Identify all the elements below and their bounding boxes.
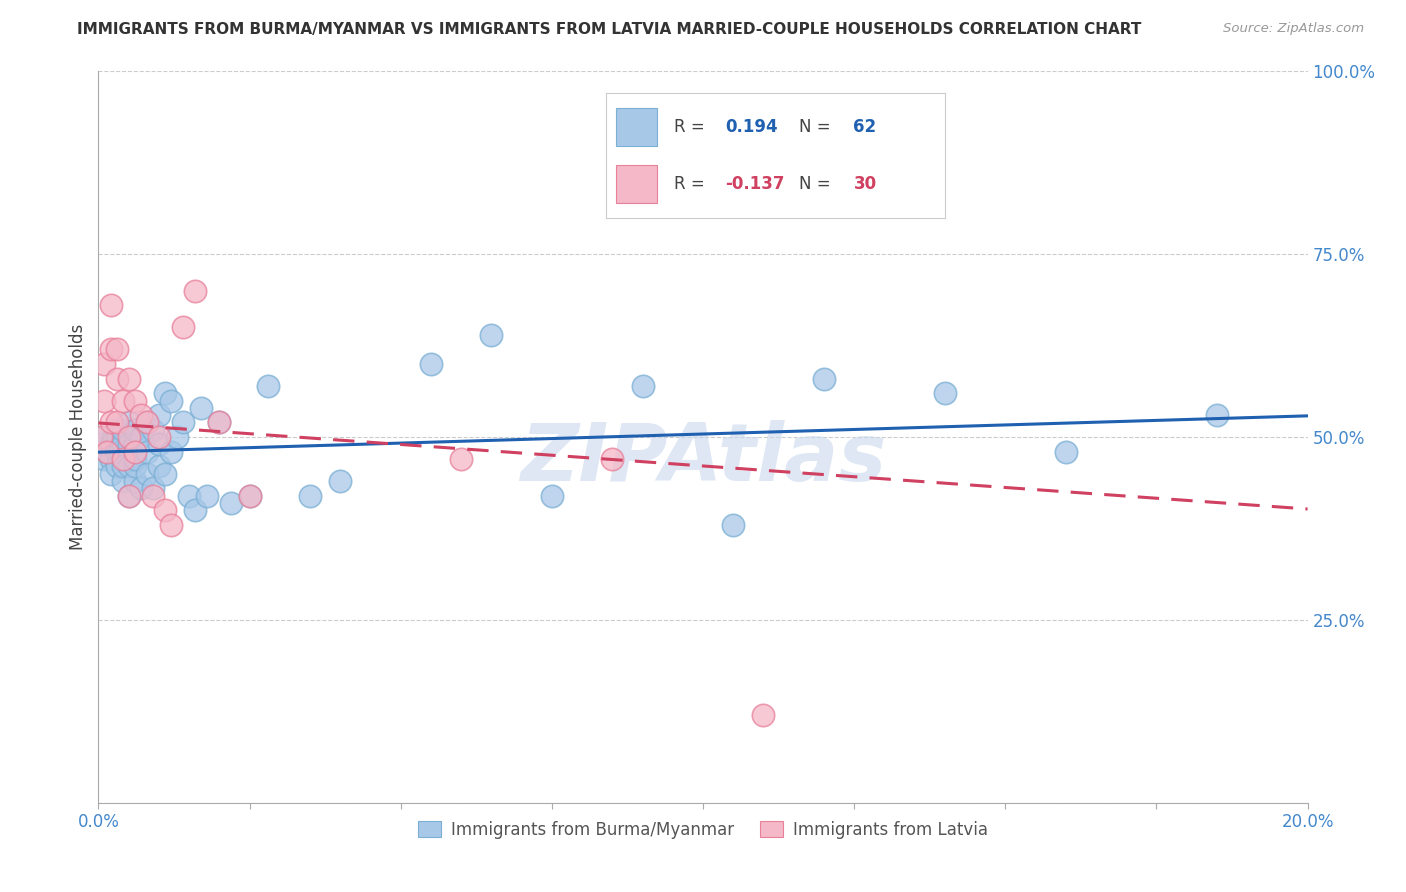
Point: [124, 393, 146, 408]
Point: [103, 430, 125, 444]
Point: [124, 437, 146, 451]
Point: [108, 444, 131, 458]
Point: [166, 430, 188, 444]
Point: [153, 503, 176, 517]
Point: [100, 416, 122, 430]
Point: [420, 357, 443, 371]
Point: [813, 371, 835, 385]
Point: [299, 489, 322, 503]
Point: [100, 343, 122, 357]
Point: [118, 437, 141, 451]
Point: [934, 386, 956, 401]
Point: [100, 298, 122, 312]
Point: [124, 444, 146, 458]
Point: [1054, 444, 1077, 458]
Point: [96, 444, 118, 458]
Point: [118, 459, 141, 474]
Point: [111, 459, 134, 474]
Point: [124, 423, 146, 437]
Point: [124, 459, 146, 474]
Point: [602, 452, 624, 467]
Point: [129, 481, 152, 495]
Point: [1206, 408, 1229, 422]
Point: [752, 708, 775, 723]
Point: [90, 430, 112, 444]
Point: [256, 379, 278, 393]
Point: [105, 371, 128, 385]
Point: [135, 444, 157, 458]
Point: [96, 444, 118, 458]
Point: [100, 437, 122, 451]
Point: [91, 437, 114, 451]
Point: [208, 416, 231, 430]
Point: [184, 284, 207, 298]
Point: [142, 489, 165, 503]
Point: [124, 452, 146, 467]
Point: [208, 416, 231, 430]
Point: [190, 401, 212, 415]
Point: [105, 430, 128, 444]
Point: [135, 416, 157, 430]
Point: [148, 459, 170, 474]
Point: [105, 444, 128, 458]
Point: [631, 379, 654, 393]
Point: [129, 408, 152, 422]
Point: [105, 459, 128, 474]
Text: Source: ZipAtlas.com: Source: ZipAtlas.com: [1223, 22, 1364, 36]
Point: [135, 416, 157, 430]
Point: [124, 474, 146, 488]
Point: [118, 371, 141, 385]
Point: [93, 357, 115, 371]
Point: [195, 489, 218, 503]
Point: [153, 467, 176, 481]
Point: [111, 474, 134, 488]
Point: [481, 327, 503, 342]
Point: [105, 423, 128, 437]
Point: [129, 430, 152, 444]
Point: [172, 320, 194, 334]
Point: [93, 430, 115, 444]
Point: [179, 489, 201, 503]
Point: [118, 416, 141, 430]
Point: [118, 430, 141, 444]
Point: [135, 467, 157, 481]
Point: [118, 489, 141, 503]
Point: [118, 489, 141, 503]
Point: [111, 452, 134, 467]
Text: ZIPAtlas: ZIPAtlas: [520, 420, 886, 498]
Point: [93, 452, 115, 467]
Point: [111, 437, 134, 451]
Legend: Immigrants from Burma/Myanmar, Immigrants from Latvia: Immigrants from Burma/Myanmar, Immigrant…: [412, 814, 994, 846]
Point: [100, 467, 122, 481]
Point: [184, 503, 207, 517]
Point: [111, 393, 134, 408]
Point: [160, 393, 183, 408]
Point: [105, 416, 128, 430]
Point: [111, 452, 134, 467]
Point: [160, 444, 183, 458]
Point: [239, 489, 262, 503]
Point: [172, 416, 194, 430]
Point: [100, 452, 122, 467]
Point: [329, 474, 352, 488]
Point: [450, 452, 472, 467]
Point: [148, 408, 170, 422]
Text: IMMIGRANTS FROM BURMA/MYANMAR VS IMMIGRANTS FROM LATVIA MARRIED-COUPLE HOUSEHOLD: IMMIGRANTS FROM BURMA/MYANMAR VS IMMIGRA…: [77, 22, 1142, 37]
Point: [142, 423, 165, 437]
Point: [148, 437, 170, 451]
Point: [111, 423, 134, 437]
Point: [93, 393, 115, 408]
Point: [105, 343, 128, 357]
Point: [160, 517, 183, 532]
Point: [148, 430, 170, 444]
Point: [153, 386, 176, 401]
Point: [723, 517, 745, 532]
Point: [221, 496, 243, 510]
Point: [540, 489, 562, 503]
Point: [142, 481, 165, 495]
Y-axis label: Married-couple Households: Married-couple Households: [69, 324, 87, 550]
Point: [239, 489, 262, 503]
